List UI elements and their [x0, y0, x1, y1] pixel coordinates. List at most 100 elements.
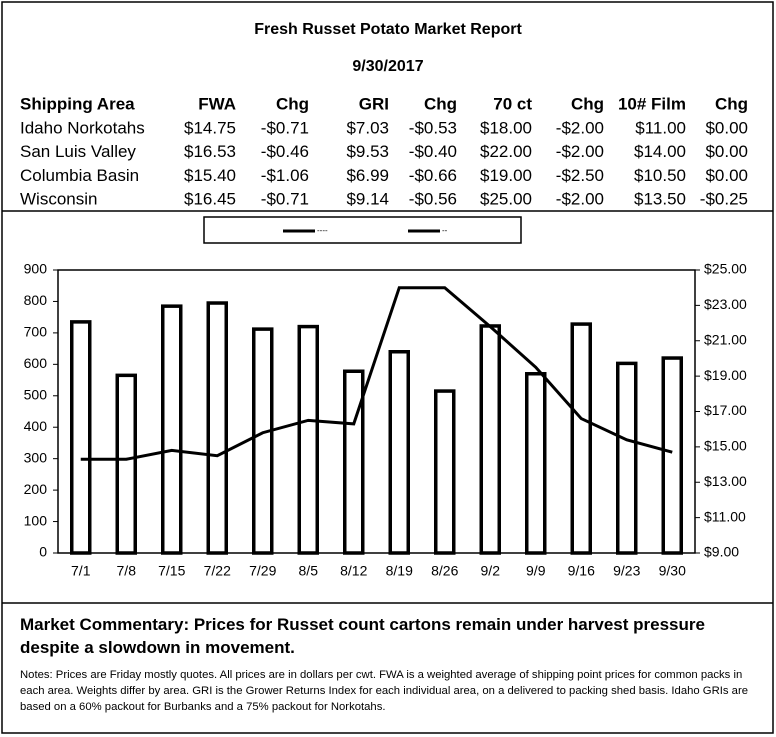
table-cell: $16.53 [184, 142, 236, 161]
table-header: FWA [198, 94, 236, 113]
bar [388, 350, 410, 555]
table-cell: -$0.56 [409, 190, 457, 209]
commentary: Market Commentary: Prices for Russet cou… [20, 615, 705, 657]
table-header: Chg [276, 94, 309, 113]
table-header: Chg [424, 94, 457, 113]
table-cell: -$2.00 [556, 190, 604, 209]
y2-tick-label: $21.00 [704, 331, 747, 347]
y2-tick-label: $13.00 [704, 473, 747, 489]
bar [616, 361, 638, 555]
bar [479, 324, 501, 555]
x-tick-label: 9/16 [568, 563, 595, 579]
table-cell: $15.40 [184, 166, 236, 185]
y-tick-label: 500 [24, 386, 48, 402]
table-cell: $6.99 [346, 166, 389, 185]
y2-tick-label: $23.00 [704, 296, 747, 312]
y-tick-label: 800 [24, 292, 48, 308]
bar [297, 324, 319, 555]
table-cell: $25.00 [480, 190, 532, 209]
bar [206, 301, 228, 555]
y-tick-label: 900 [24, 261, 48, 277]
table-cell: $0.00 [705, 142, 748, 161]
x-tick-label: 7/1 [71, 563, 91, 579]
y-tick-label: 0 [39, 544, 47, 560]
table-cell: $18.00 [480, 118, 532, 137]
y2-tick-label: $17.00 [704, 402, 747, 418]
x-tick-label: 8/19 [386, 563, 413, 579]
bar [343, 369, 365, 555]
bar [661, 356, 683, 555]
bar [252, 327, 274, 555]
table-header: Shipping Area [20, 94, 135, 113]
table-cell: Columbia Basin [20, 166, 139, 185]
y2-tick-label: $11.00 [704, 508, 746, 524]
y2-tick-label: $25.00 [704, 261, 747, 277]
table-cell: -$0.46 [261, 142, 309, 161]
table-cell: Idaho Norkotahs [20, 118, 145, 137]
table-cell: $19.00 [480, 166, 532, 185]
x-tick-label: 7/15 [158, 563, 185, 579]
table-cell: Wisconsin [20, 190, 97, 209]
legend-label: ---- [317, 226, 328, 235]
y-tick-label: 700 [24, 324, 48, 340]
table-cell: $9.14 [346, 190, 389, 209]
y-tick-label: 400 [24, 418, 48, 434]
title: Fresh Russet Potato Market Report [254, 21, 522, 38]
bar [161, 304, 183, 555]
legend-label: -- [442, 226, 448, 235]
y2-tick-label: $15.00 [704, 438, 747, 454]
table-cell: $14.75 [184, 118, 236, 137]
x-tick-label: 7/8 [117, 563, 137, 579]
line [80, 286, 673, 461]
date: 9/30/2017 [352, 58, 423, 75]
table-cell: $16.45 [184, 190, 236, 209]
y-tick-label: 200 [24, 481, 48, 497]
y2-tick-label: $9.00 [704, 544, 739, 560]
table-cell: -$0.53 [409, 118, 457, 137]
bar [115, 373, 137, 555]
table-cell: $13.50 [634, 190, 686, 209]
table-header: GRI [359, 94, 389, 113]
bar [70, 320, 92, 555]
table-header: 70 ct [493, 94, 532, 113]
x-tick-label: 7/22 [204, 563, 231, 579]
x-tick-label: 8/12 [340, 563, 367, 579]
table-cell: $22.00 [480, 142, 532, 161]
notes: Notes: Prices are Friday mostly quotes. … [20, 669, 748, 713]
x-tick-label: 9/23 [613, 563, 640, 579]
table-header: 10# Film [618, 94, 686, 113]
table-cell: $14.00 [634, 142, 686, 161]
y-tick-label: 300 [24, 449, 48, 465]
bar [525, 372, 547, 555]
table-header: Chg [571, 94, 604, 113]
bar [570, 322, 592, 555]
table-cell: -$2.00 [556, 142, 604, 161]
table-header: Chg [715, 94, 748, 113]
table-cell: $9.53 [346, 142, 389, 161]
y-tick-label: 100 [24, 512, 48, 528]
table-cell: -$0.40 [409, 142, 457, 161]
table-cell: -$1.06 [261, 166, 309, 185]
x-tick-label: 9/2 [481, 563, 501, 579]
table-cell: -$0.25 [700, 190, 748, 209]
table-cell: San Luis Valley [20, 142, 136, 161]
table-cell: -$2.00 [556, 118, 604, 137]
x-tick-label: 8/26 [431, 563, 458, 579]
table-cell: -$0.71 [261, 118, 309, 137]
x-tick-label: 9/30 [659, 563, 686, 579]
table-cell: -$0.66 [409, 166, 457, 185]
y2-tick-label: $19.00 [704, 367, 747, 383]
table-cell: -$0.71 [261, 190, 309, 209]
x-tick-label: 9/9 [526, 563, 546, 579]
table-cell: $11.00 [635, 118, 686, 137]
table-cell: -$2.50 [556, 166, 604, 185]
y-tick-label: 600 [24, 355, 48, 371]
table-cell: $7.03 [346, 118, 389, 137]
table-cell: $0.00 [705, 118, 748, 137]
legend-box [203, 216, 522, 244]
table-cell: $0.00 [705, 166, 748, 185]
x-tick-label: 8/5 [299, 563, 319, 579]
